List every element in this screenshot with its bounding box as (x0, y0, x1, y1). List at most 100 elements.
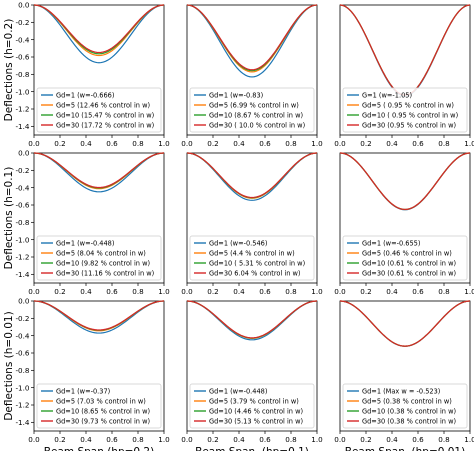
legend-entry: Gd=10 (4.46 % control in w) (209, 407, 303, 415)
legend-entry: Gd=30 (9.73 % control in w) (56, 417, 150, 425)
x-tick-label: 0.8 (285, 435, 297, 444)
legend-entry: Gd=1 (w=-0.546) (209, 239, 267, 247)
legend-entry: Gd=1 (w=-0.37) (56, 387, 110, 395)
legend-entry: Gd=10 (9.82 % control in w) (56, 259, 150, 267)
x-tick-label: 0.0 (28, 435, 40, 444)
x-tick-label: 0.0 (181, 287, 193, 296)
x-tick-label: 0.8 (438, 435, 450, 444)
x-tick-label: 0.4 (386, 139, 398, 148)
x-tick-label: 1.0 (311, 435, 323, 444)
series-line (33, 152, 165, 189)
y-tick-label: -0.4 (15, 331, 29, 340)
series-line (186, 300, 318, 339)
y-tick-label: 0.0 (18, 297, 30, 306)
y-tick-label: -1.0 (15, 235, 29, 244)
y-tick-label: -0.2 (15, 314, 29, 323)
y-tick-label: -1.4 (15, 122, 29, 131)
legend-entry: Gd=10 ( 0.95 % control in w) (362, 111, 458, 119)
legend-entry: Gd=30 (17.72 % control in w) (56, 121, 154, 129)
x-tick-label: 0.2 (54, 139, 65, 148)
y-tick-label: -0.4 (15, 183, 29, 192)
legend-box (189, 235, 315, 281)
x-tick-label: 1.0 (158, 435, 170, 444)
x-tick-label: 1.0 (311, 287, 323, 296)
x-tick-label: 0.2 (207, 435, 218, 444)
legend-entry: Gd=5 (7.03 % control in w) (56, 397, 146, 405)
legend-entry: Gd=30 (0.38 % control in w) (362, 417, 456, 425)
legend: Gd=1 (w=-0.448) Gd=5 (8.04 % control in w… (36, 235, 162, 281)
y-tick-label: -0.8 (15, 218, 29, 227)
legend-entry: Gd=1 (w=-0.83) (209, 91, 263, 99)
subplot-r0c2: 0.0 0.2 0.4 0.6 0.8 1.0 G=1 (w=-1.05) Gd=5 ( 0.… (334, 4, 474, 148)
legend-entry: Gd=1 (Max w = -0.523) (362, 387, 440, 395)
legend-box (342, 235, 468, 281)
x-tick-label: 0.6 (412, 139, 424, 148)
y-tick-label: -1.4 (15, 270, 29, 279)
subplot-r1c2: 0.0 0.2 0.4 0.6 0.8 1.0 Gd=1 (w=-0.655) Gd=5 (0… (334, 152, 474, 296)
legend-entry: Gd=10 ( 5.31 % control in w) (209, 259, 305, 267)
x-tick-label: 0.4 (233, 287, 245, 296)
x-tick-label: 0.2 (360, 435, 371, 444)
x-tick-label: 1.0 (464, 139, 474, 148)
x-tick-label: 0.6 (259, 287, 271, 296)
y-tick-label: -0.6 (15, 201, 29, 210)
x-tick-label: 0.6 (412, 287, 424, 296)
legend-entry: Gd=10 (0.38 % control in w) (362, 407, 456, 415)
x-tick-label: 0.8 (132, 139, 144, 148)
x-tick-label: 0.4 (80, 287, 92, 296)
legend-entry: Gd=10 (8.65 % control in w) (56, 407, 150, 415)
y-tick-label: -1.0 (15, 383, 29, 392)
x-tick-label: 0.2 (207, 139, 218, 148)
y-tick-label: -1.4 (15, 418, 29, 427)
legend: Gd=1 (w=-0.546) Gd=5 (4.4 % control in w)… (189, 235, 315, 281)
series-line (33, 300, 165, 331)
x-tick-label: 0.8 (285, 287, 297, 296)
x-tick-label: 0.2 (54, 287, 65, 296)
y-tick-label: -1.2 (15, 401, 29, 410)
series-line (33, 4, 165, 54)
series-line (339, 300, 471, 347)
y-tick-label: -0.2 (15, 18, 29, 27)
legend-entry: Gd=30 ( 10.0 % control in w) (209, 121, 305, 129)
x-tick-label: 1.0 (158, 287, 170, 296)
legend-box (36, 383, 162, 429)
x-tick-label: 1.0 (311, 139, 323, 148)
legend-entry: Gd=30 (0.61 % control in w) (362, 269, 456, 277)
x-tick-label: 0.8 (285, 139, 297, 148)
legend-entry: Gd=5 (0.46 % control in w) (362, 249, 452, 257)
x-tick-label: 0.6 (412, 435, 424, 444)
x-tick-label: 0.2 (360, 287, 371, 296)
x-tick-label: 0.0 (181, 139, 193, 148)
x-axis-label: Beam Span, (hp=0.1) (195, 446, 309, 451)
x-tick-label: 0.8 (438, 287, 450, 296)
series-line (33, 4, 165, 64)
x-tick-label: 0.4 (233, 435, 245, 444)
subplot-r2c1: 0.0 0.2 0.4 0.6 0.8 1.0Beam Span, (hp=0.1) Gd=… (181, 300, 323, 451)
subplot-r1c1: 0.0 0.2 0.4 0.6 0.8 1.0 Gd=1 (w=-0.546) Gd=5 (4… (181, 152, 323, 296)
legend-entry: G=1 (w=-1.05) (362, 91, 412, 99)
legend-entry: Gd=1 (w=-0.448) (56, 239, 114, 247)
legend-entry: Gd=30 (0.95 % control in w) (362, 121, 456, 129)
legend-entry: Gd=1 (w=-0.666) (56, 91, 114, 99)
legend-box (342, 383, 468, 429)
series-line (339, 152, 471, 211)
legend-box (189, 383, 315, 429)
series-line (186, 4, 318, 71)
x-tick-label: 0.0 (28, 287, 40, 296)
y-tick-label: -1.2 (15, 105, 29, 114)
x-axis-label: Beam Span, (hp=0.01) (345, 446, 465, 451)
legend: Gd=1 (w=-0.83) Gd=5 (6.99 % control in w)… (189, 87, 315, 133)
legend-entry: Gd=5 (3.79 % control in w) (209, 397, 299, 405)
legend-entry: Gd=10 (8.67 % control in w) (209, 111, 303, 119)
legend: Gd=1 (w=-0.655) Gd=5 (0.46 % control in w… (342, 235, 468, 281)
x-tick-label: 0.6 (106, 139, 118, 148)
x-tick-label: 0.8 (438, 139, 450, 148)
x-tick-label: 0.4 (386, 287, 398, 296)
legend-entry: Gd=5 ( 0.95 % control in w) (362, 101, 454, 109)
legend-entry: Gd=5 (8.04 % control in w) (56, 249, 146, 257)
y-tick-label: -0.8 (15, 366, 29, 375)
legend-box (189, 87, 315, 133)
subplot-r2c2: 0.0 0.2 0.4 0.6 0.8 1.0 Beam Span, (hp=0.01) Gd… (334, 300, 474, 451)
x-tick-label: 0.6 (259, 139, 271, 148)
